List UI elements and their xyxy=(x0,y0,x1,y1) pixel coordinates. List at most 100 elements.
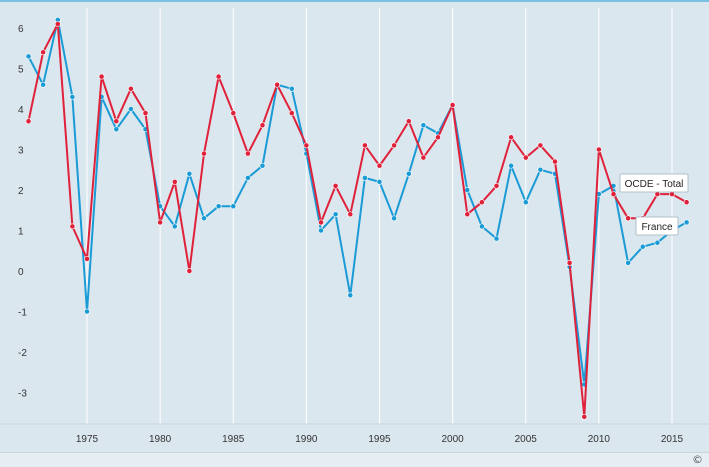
data-point xyxy=(186,170,193,177)
data-point xyxy=(127,106,134,112)
data-point xyxy=(537,166,544,173)
data-point xyxy=(683,219,690,226)
data-point xyxy=(318,227,324,234)
data-point xyxy=(244,150,251,157)
data-point xyxy=(347,211,354,218)
data-point xyxy=(420,154,427,161)
x-tick-label: 1990 xyxy=(295,434,318,445)
x-tick-label: 1980 xyxy=(149,434,172,445)
series-end-label: France xyxy=(641,222,673,233)
y-tick-label: 6 xyxy=(18,24,24,35)
data-point xyxy=(361,142,368,149)
data-point xyxy=(230,110,237,116)
data-point xyxy=(391,215,397,222)
data-point xyxy=(493,182,500,189)
y-tick-label: -3 xyxy=(18,389,27,400)
data-point xyxy=(201,150,207,157)
y-tick-label: 4 xyxy=(18,105,24,116)
data-point xyxy=(318,219,324,226)
data-point xyxy=(84,255,90,262)
data-point xyxy=(288,110,295,116)
data-point xyxy=(230,203,237,210)
data-point xyxy=(259,122,266,129)
data-point xyxy=(478,199,485,206)
data-point xyxy=(201,215,207,222)
data-point xyxy=(40,49,46,56)
y-tick-label: 0 xyxy=(18,267,24,278)
data-point xyxy=(566,259,573,266)
x-tick-label: 2005 xyxy=(515,434,538,445)
data-point xyxy=(274,81,280,88)
y-tick-label: -2 xyxy=(18,348,27,359)
data-point xyxy=(420,122,427,129)
data-point xyxy=(113,118,120,125)
series-end-label: OCDE - Total xyxy=(625,179,684,190)
data-point xyxy=(537,142,544,149)
y-tick-label: 3 xyxy=(18,146,24,157)
data-point xyxy=(391,142,397,149)
data-point xyxy=(464,211,471,218)
data-point xyxy=(98,73,105,80)
data-point xyxy=(215,203,222,210)
data-point xyxy=(522,154,529,161)
data-point xyxy=(215,73,222,80)
series-line xyxy=(27,18,688,386)
data-point xyxy=(376,178,383,185)
series-end-label-box xyxy=(619,173,689,193)
data-point xyxy=(157,219,163,226)
x-tick-label: 2000 xyxy=(442,434,465,445)
data-point xyxy=(25,53,32,60)
data-point xyxy=(654,239,661,246)
x-tick-label: 2015 xyxy=(661,434,684,445)
data-point xyxy=(288,85,295,92)
series-line xyxy=(27,23,688,418)
data-point xyxy=(69,223,76,230)
y-tick-label: -1 xyxy=(18,308,27,319)
data-point xyxy=(625,215,631,222)
data-point xyxy=(142,110,149,116)
data-point xyxy=(610,191,617,197)
line-chart: -3 -2 -1 0 1 2 3 4 5 6 1975 1980 1985 1990 1995 2000 200… xyxy=(0,0,709,445)
x-tick-label: 1995 xyxy=(368,434,391,445)
x-tick-label: 1985 xyxy=(222,434,245,445)
data-point xyxy=(54,21,61,27)
data-point xyxy=(405,170,412,177)
data-point xyxy=(493,235,500,242)
data-point xyxy=(508,134,514,141)
data-point xyxy=(171,223,178,230)
data-point xyxy=(332,182,339,189)
data-point xyxy=(522,199,529,206)
data-point xyxy=(244,174,251,181)
data-point xyxy=(127,85,134,92)
data-point xyxy=(69,94,76,100)
chart-footer: © xyxy=(0,452,709,467)
y-tick-label: 5 xyxy=(18,65,24,76)
series-end-label-box xyxy=(635,216,679,236)
data-point xyxy=(625,259,631,266)
data-point xyxy=(303,142,310,149)
data-point xyxy=(332,211,339,218)
data-point xyxy=(581,413,588,420)
x-tick-label: 2010 xyxy=(588,434,611,445)
data-point xyxy=(449,102,456,108)
data-point xyxy=(639,243,646,250)
data-point xyxy=(40,81,46,88)
data-point xyxy=(478,223,485,230)
data-point xyxy=(84,308,90,315)
data-point xyxy=(361,174,368,181)
data-point xyxy=(376,162,383,169)
data-point xyxy=(113,126,120,133)
data-point xyxy=(683,199,690,206)
data-point xyxy=(508,162,514,169)
data-point xyxy=(347,292,354,299)
data-point xyxy=(405,118,412,125)
x-tick-label: 1975 xyxy=(76,434,99,445)
y-tick-label: 1 xyxy=(18,227,24,238)
data-point xyxy=(259,162,266,169)
data-point xyxy=(171,178,178,185)
data-point xyxy=(435,134,441,141)
data-point xyxy=(186,268,193,274)
data-point xyxy=(596,146,602,153)
data-point xyxy=(552,158,558,165)
